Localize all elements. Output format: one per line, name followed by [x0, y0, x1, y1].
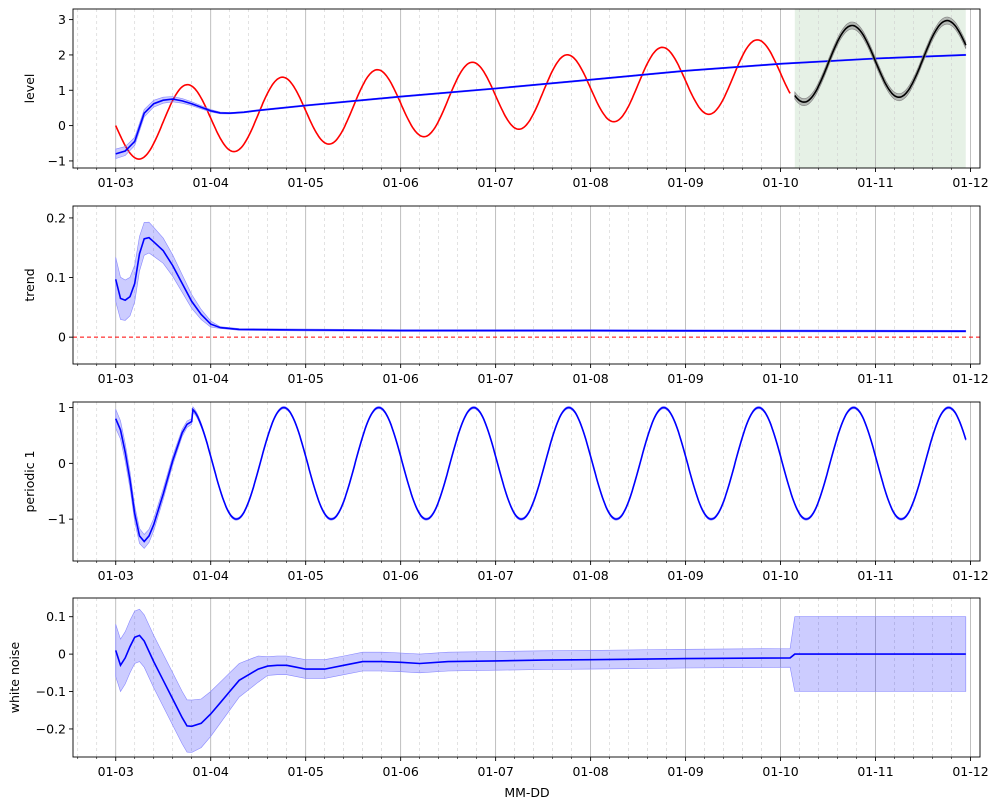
confidence-band-4-1: [115, 608, 967, 753]
x-tick-label: 01-11: [857, 175, 893, 190]
x-tick-label: 01-04: [193, 175, 229, 190]
x-tick-label: 01-04: [193, 371, 229, 386]
y-tick-label: 1: [58, 83, 66, 98]
y-tick-label: 0.2: [46, 210, 66, 225]
y-tick-label: −0.1: [36, 684, 66, 699]
x-tick-label: 01-12: [952, 764, 988, 779]
series-line-1-2: [115, 54, 966, 155]
x-tick-label: 01-04: [193, 568, 229, 583]
y-tick-label: −1: [48, 153, 66, 168]
panel-2: 01-03 01-04 01-05 01-06 01-07 01-08 01-09 01-10…: [22, 205, 989, 386]
x-tick-label: 01-09: [667, 764, 703, 779]
y-tick-label: −0.2: [36, 721, 66, 736]
x-tick-label: 01-09: [667, 175, 703, 190]
plot-frame: [72, 8, 981, 169]
x-tick-label: 01-12: [952, 371, 988, 386]
series-line-1-1: [114, 39, 791, 160]
x-tick-label: 01-09: [667, 568, 703, 583]
series-line-2-1: [114, 236, 966, 332]
x-tick-label: 01-05: [288, 371, 324, 386]
y-tick-label: 3: [58, 12, 66, 27]
x-tick-label: 01-06: [382, 371, 418, 386]
x-tick-label: 01-08: [572, 371, 608, 386]
confidence-band-2-1: [115, 221, 967, 333]
y-axis-label-3: periodic 1: [22, 450, 37, 512]
x-tick-label: 01-06: [382, 175, 418, 190]
x-tick-label: 01-09: [667, 371, 703, 386]
y-axis-label-4: white noise: [7, 641, 22, 713]
x-tick-label: 01-07: [477, 371, 513, 386]
y-tick-label: 0: [58, 647, 66, 662]
x-tick-label: 01-12: [952, 568, 988, 583]
forecast-region: [794, 9, 966, 168]
y-tick-label: 2: [58, 47, 66, 62]
series-line-3-1: [114, 406, 967, 543]
panel-1: 01-03 01-04 01-05 01-06 01-07 01-08 01-09 01-10…: [22, 8, 989, 190]
y-tick-label: 0: [58, 118, 66, 133]
plot-frame: [72, 401, 981, 562]
confidence-band-1-3: [794, 16, 967, 107]
series-line-1-3: [794, 19, 967, 103]
x-tick-label: 01-10: [762, 568, 798, 583]
x-tick-label: 01-05: [288, 175, 324, 190]
x-tick-label: 01-07: [477, 568, 513, 583]
x-tick-label: 01-10: [762, 764, 798, 779]
x-tick-label: 01-10: [762, 371, 798, 386]
x-tick-label: 01-05: [288, 764, 324, 779]
y-tick-label: 1: [58, 400, 66, 415]
x-tick-label: 01-11: [857, 568, 893, 583]
x-tick-label: 01-03: [98, 371, 134, 386]
x-tick-label: 01-04: [193, 764, 229, 779]
x-tick-label: 01-12: [952, 175, 988, 190]
x-tick-label: 01-03: [98, 568, 134, 583]
x-axis-label: MM-DD: [504, 785, 549, 800]
x-tick-label: 01-06: [382, 568, 418, 583]
y-axis-label-1: level: [22, 74, 37, 104]
x-tick-label: 01-07: [477, 764, 513, 779]
panel-3: 01-03 01-04 01-05 01-06 01-07 01-08 01-09 01-10…: [22, 400, 989, 583]
x-tick-label: 01-05: [288, 568, 324, 583]
y-tick-label: −1: [48, 512, 66, 527]
plot-frame: [72, 597, 981, 758]
x-tick-label: 01-07: [477, 175, 513, 190]
y-tick-label: 0.1: [46, 270, 66, 285]
series-line-4-1: [114, 634, 966, 728]
x-tick-label: 01-03: [98, 175, 134, 190]
x-tick-label: 01-08: [572, 764, 608, 779]
y-tick-label: 0: [58, 330, 66, 345]
y-axis-label-2: trend: [22, 268, 37, 301]
x-tick-label: 01-06: [382, 764, 418, 779]
y-tick-label: 0: [58, 456, 66, 471]
panel-4: 01-03 01-04 01-05 01-06 01-07 01-08 01-09 01-10…: [7, 597, 989, 779]
x-tick-label: 01-03: [98, 764, 134, 779]
y-tick-label: 0.1: [46, 609, 66, 624]
x-tick-label: 01-08: [572, 568, 608, 583]
plot-frame: [72, 205, 981, 365]
x-tick-label: 01-10: [762, 175, 798, 190]
x-tick-label: 01-11: [857, 764, 893, 779]
x-tick-label: 01-08: [572, 175, 608, 190]
x-tick-label: 01-11: [857, 371, 893, 386]
